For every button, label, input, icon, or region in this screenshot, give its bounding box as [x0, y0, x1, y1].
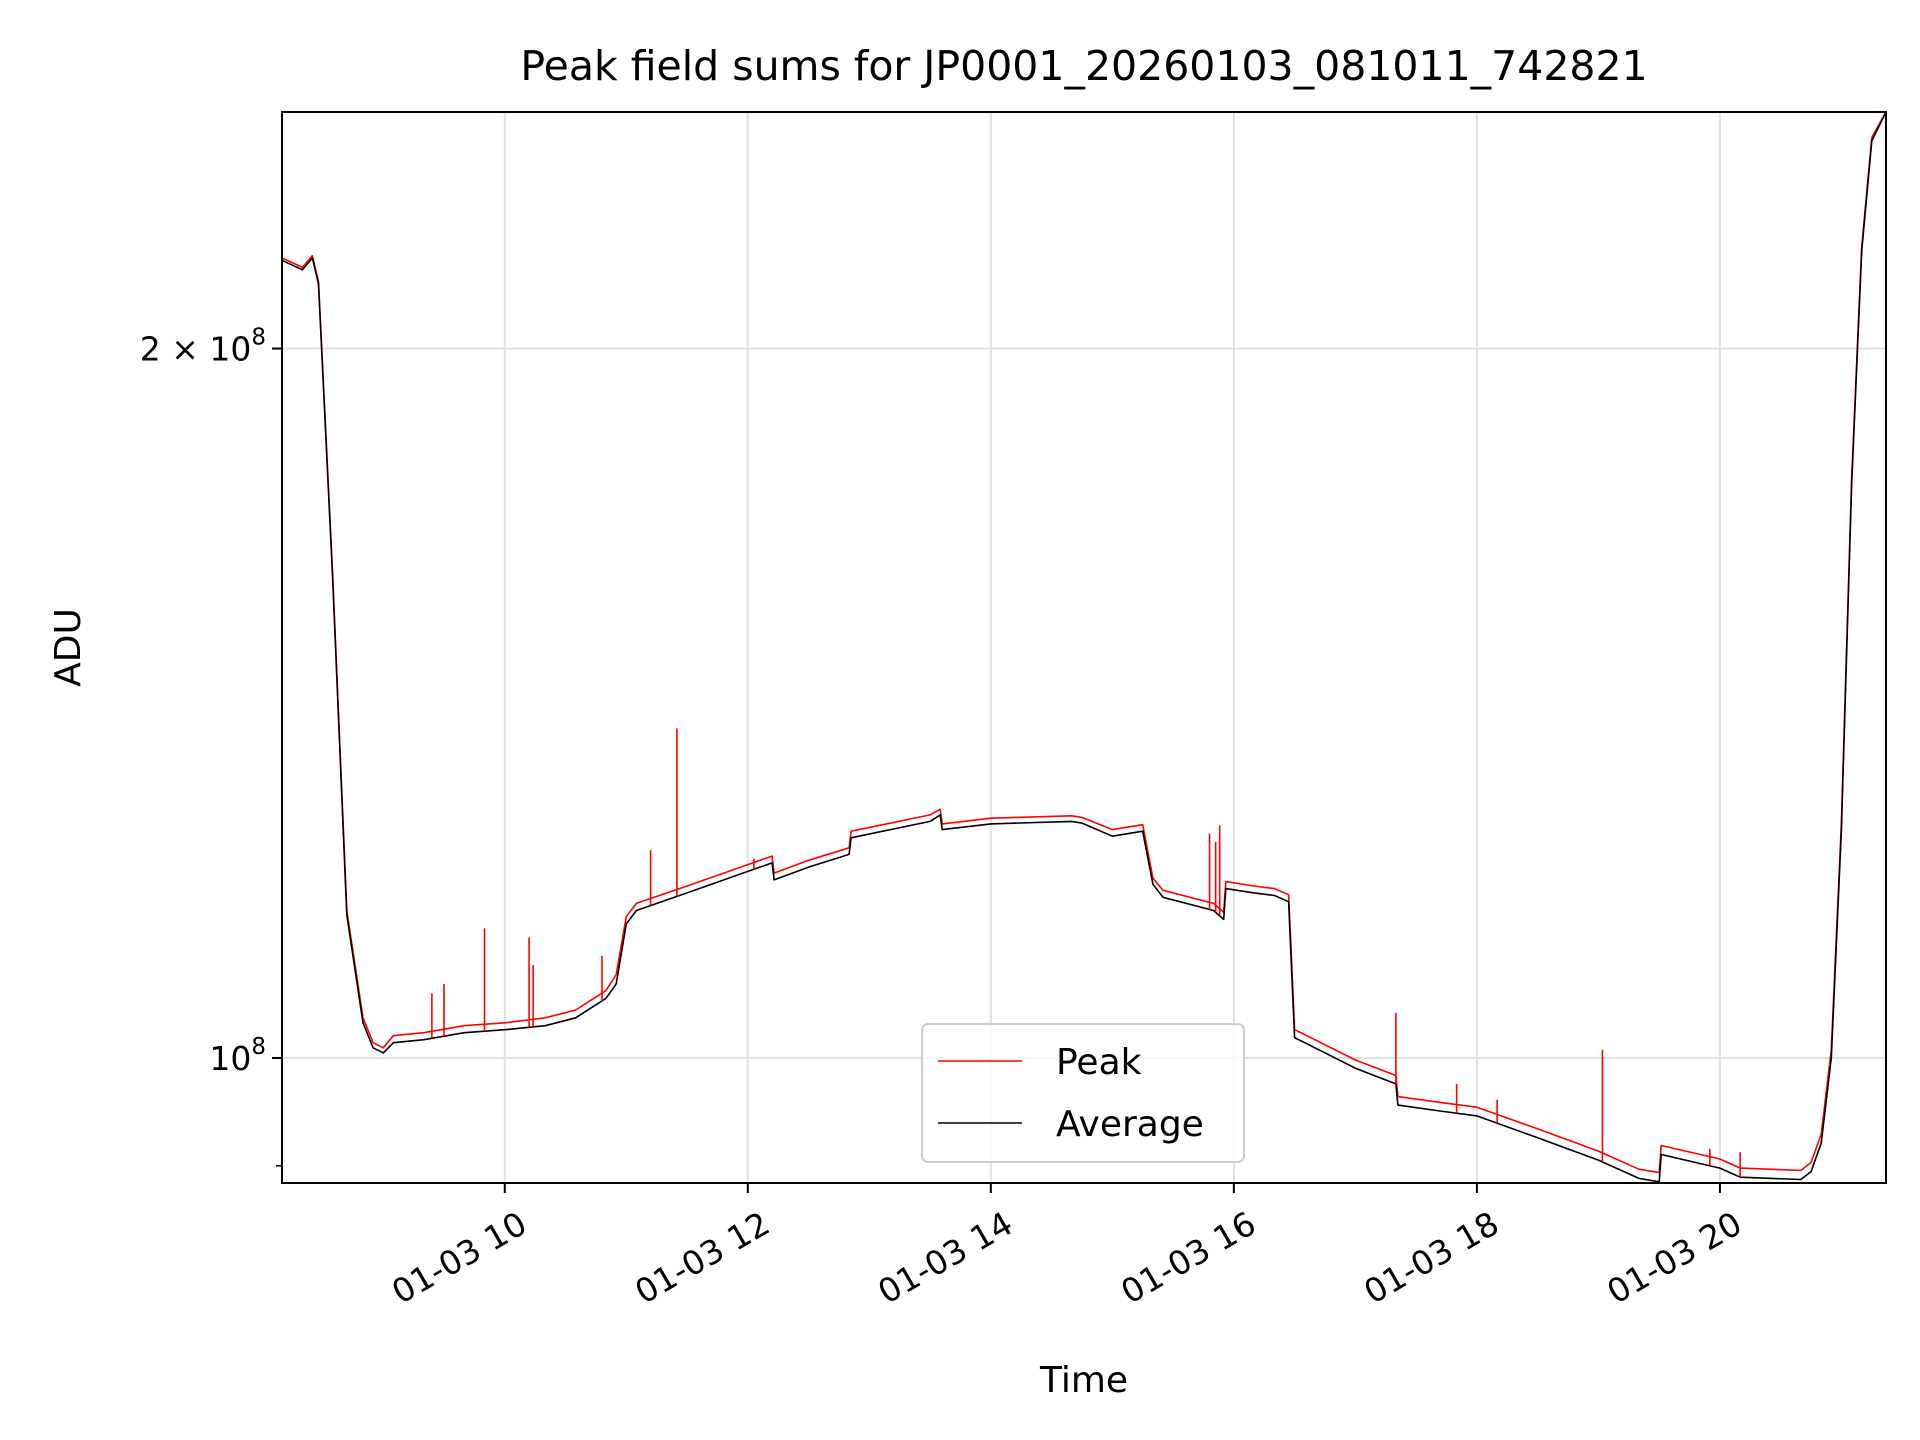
series-line-peak — [282, 112, 1886, 1174]
legend-label-average: Average — [1056, 1104, 1204, 1145]
y-tick-mantissa: 2 × 10 — [140, 330, 252, 369]
legend-box — [921, 1023, 1245, 1163]
y-tick-label: 2 × 108 — [140, 325, 266, 369]
y-tick-exponent: 8 — [251, 1034, 266, 1060]
y-tick-mantissa: 10 — [209, 1039, 251, 1078]
chart-title: Peak field sums for JP0001_20260103_0810… — [520, 42, 1647, 90]
x-axis-label: Time — [1039, 1360, 1128, 1401]
y-tick-label: 108 — [209, 1034, 266, 1078]
y-axis-label: ADU — [48, 608, 89, 687]
plot-lines — [282, 112, 1886, 1183]
y-tick-exponent: 8 — [251, 325, 266, 351]
series-line-average — [282, 112, 1886, 1183]
legend: Peak Average — [921, 1023, 1245, 1163]
axes-frame — [281, 111, 1887, 1184]
legend-label-peak: Peak — [1056, 1042, 1142, 1083]
